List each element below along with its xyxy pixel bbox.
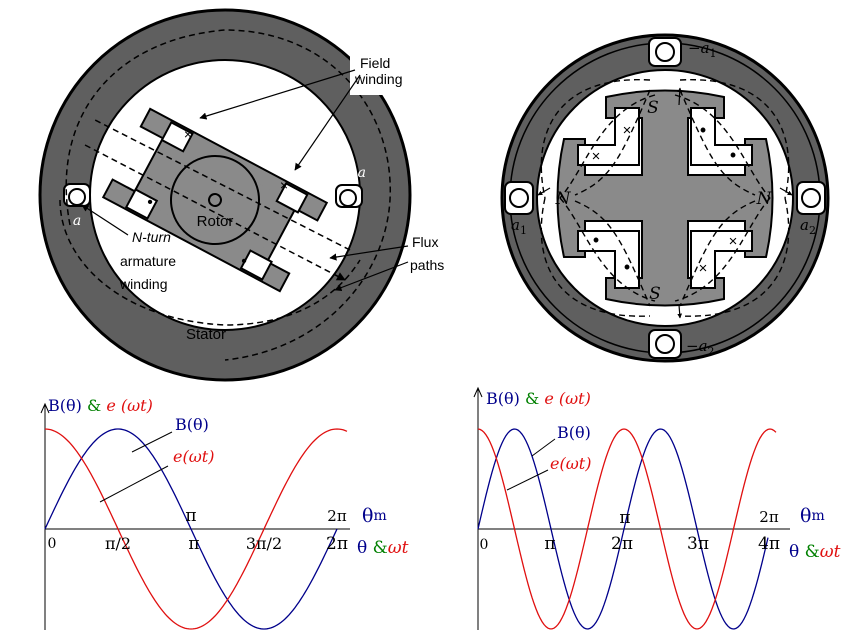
left-plot-mech-tick-1: 2π	[327, 507, 347, 525]
right-plot-axis-title: B(θ) & e (ωt)	[486, 389, 591, 408]
left-plot-x-label-mech: θm	[362, 505, 387, 527]
right-slot-top-conductor	[655, 42, 675, 62]
right-coil-mark-8: ×	[699, 260, 708, 277]
left-coil-mark-2: ×	[280, 177, 288, 193]
left-plot-axis-title: B(θ) & e (ωt)	[48, 396, 153, 415]
left-stator-label: Stator	[186, 326, 226, 343]
left-plot-tick-0: 0	[48, 536, 57, 552]
right-plot-e-label: e(ωt)	[550, 454, 591, 473]
right-coils	[577, 107, 753, 289]
left-minus-a-label: −a	[346, 165, 366, 181]
left-coil-mark-3: •	[147, 194, 153, 211]
left-field-leader-2	[294, 74, 361, 171]
right-slot-right-conductor	[801, 188, 821, 208]
right-label-minus-a1: −a1	[688, 39, 717, 60]
left-plot-e-leader	[99, 465, 169, 503]
left-flux-leader-2	[334, 261, 409, 292]
left-plot-e-curve	[44, 428, 348, 630]
right-plot-x-label-mech: θm	[800, 505, 825, 527]
left-armature-label: N-turn armature winding	[119, 229, 180, 292]
left-plot-e-label: e(ωt)	[173, 447, 214, 466]
right-flux-paths	[540, 79, 790, 317]
right-coil-mark-5: •	[593, 230, 599, 250]
left-slot-left-conductor	[68, 188, 86, 206]
right-pole-n-right: N	[756, 189, 773, 209]
right-coil-mark-4: •	[730, 145, 736, 165]
left-plot-b-leader	[131, 431, 173, 453]
left-coil-mark-4: •	[241, 253, 247, 270]
right-plot-mech-tick-1: 2π	[759, 508, 779, 526]
right-plot-e-leader	[506, 469, 549, 491]
right-pole-n-left: N	[555, 189, 572, 209]
left-flux-return	[59, 199, 361, 326]
left-flux-path-inner-2	[94, 119, 351, 251]
left-machine: × × • • Field winding Rotor N-turn armat…	[38, 8, 444, 382]
left-armature-leader	[81, 204, 129, 236]
right-plot-tick-3: 3π	[687, 534, 709, 554]
right-coil-mark-3: •	[700, 120, 706, 140]
left-plot-b-curve	[44, 428, 338, 630]
right-coil-mark-6: •	[624, 257, 630, 277]
right-plot-tick-1: π	[544, 534, 555, 554]
left-plot-tick-2: π	[188, 534, 199, 554]
right-plot-mech-tick-0: π	[619, 508, 630, 528]
right-flux-arrows	[537, 87, 793, 319]
right-plot-b-leader	[531, 438, 556, 457]
left-plot-mech-tick-0: π	[185, 506, 196, 526]
left-plot: B(θ) & e (ωt) B(θ) e(ωt) 0 π/2 π 3π/2 2π…	[40, 396, 409, 630]
right-plot-tick-4: 4π	[758, 534, 780, 554]
right-label-a2: a2	[800, 216, 816, 237]
right-rotor	[556, 89, 774, 307]
left-flux-label: Flux paths	[410, 234, 444, 273]
right-plot: B(θ) & e (ωt) B(θ) e(ωt) 0 π 2π 3π 4π π …	[473, 386, 841, 630]
right-pole-s-bottom: S	[649, 284, 661, 304]
left-a-label: a	[73, 213, 81, 229]
right-label-a1: a1	[511, 216, 527, 237]
right-pole-s-top: S	[647, 98, 659, 118]
left-field-leader-1	[199, 69, 356, 120]
left-rotor-label: Rotor	[197, 213, 234, 230]
left-field-label-bg	[350, 55, 440, 95]
left-plot-b-label: B(θ)	[175, 415, 209, 434]
right-plot-tick-2: 2π	[611, 534, 633, 554]
left-flux-leader-1	[329, 245, 409, 261]
left-rotor	[101, 107, 329, 293]
left-plot-tick-1: π/2	[105, 534, 131, 553]
right-plot-b-curve	[477, 428, 769, 630]
left-flux-path-inner	[84, 144, 346, 281]
left-coil-mark-1: ×	[184, 126, 192, 142]
left-field-winding-label: Field winding	[354, 55, 402, 87]
right-machine: × × • • • • × × S S	[500, 33, 830, 363]
right-coil-mark-1: ×	[623, 122, 632, 139]
left-plot-tick-4: 2π	[326, 534, 348, 554]
right-slot-left-conductor	[509, 188, 529, 208]
right-coil-mark-7: ×	[729, 233, 738, 250]
right-plot-x-label: θ &ωt	[789, 542, 841, 562]
right-coil-mark-2: ×	[592, 148, 601, 165]
left-plot-x-label: θ &ωt	[357, 538, 409, 558]
left-slot-right-conductor	[339, 189, 357, 207]
right-slot-bottom-conductor	[655, 334, 675, 354]
right-plot-e-curve	[477, 428, 777, 630]
left-plot-tick-3: 3π/2	[246, 534, 282, 553]
right-plot-tick-0: 0	[480, 537, 489, 553]
right-plot-b-label: B(θ)	[557, 423, 591, 442]
right-label-minus-a2: −a2	[686, 337, 715, 358]
